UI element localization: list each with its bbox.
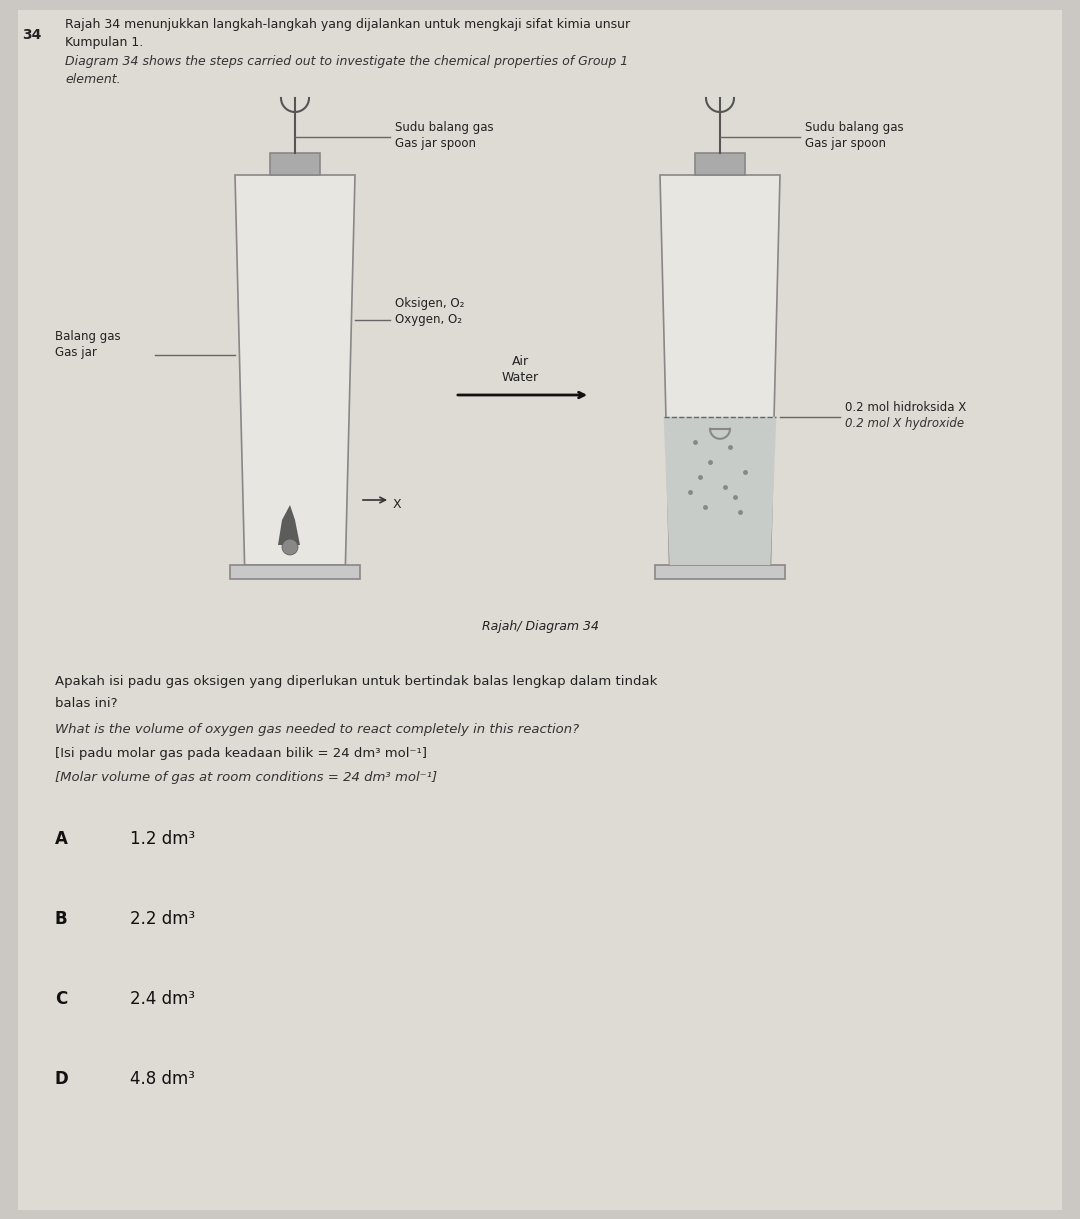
Text: Rajah/ Diagram 34: Rajah/ Diagram 34 [482, 620, 598, 633]
Bar [654, 564, 785, 579]
Text: 2.4 dm³: 2.4 dm³ [130, 990, 195, 1008]
Text: balas ini?: balas ini? [55, 697, 118, 709]
Text: Rajah 34 menunjukkan langkah-langkah yang dijalankan untuk mengkaji sifat kimia : Rajah 34 menunjukkan langkah-langkah yan… [65, 18, 630, 49]
Text: 0.2 mol X hydroxide: 0.2 mol X hydroxide [845, 417, 964, 430]
Polygon shape [660, 176, 780, 564]
Polygon shape [663, 417, 777, 564]
Text: A: A [55, 830, 68, 848]
Text: Gas jar spoon: Gas jar spoon [395, 137, 476, 150]
Text: What is the volume of oxygen gas needed to react completely in this reaction?: What is the volume of oxygen gas needed … [55, 723, 579, 736]
Text: Diagram 34 shows the steps carried out to investigate the chemical properties of: Diagram 34 shows the steps carried out t… [65, 55, 629, 87]
Circle shape [282, 539, 298, 555]
Text: Balang gas: Balang gas [55, 330, 121, 343]
Bar [694, 154, 745, 176]
Text: [Isi padu molar gas pada keadaan bilik = 24 dm³ mol⁻¹]: [Isi padu molar gas pada keadaan bilik =… [55, 747, 427, 759]
Bar [270, 154, 320, 176]
Text: 4.8 dm³: 4.8 dm³ [130, 1070, 194, 1089]
Text: Gas jar: Gas jar [55, 346, 97, 360]
Text: Apakah isi padu gas oksigen yang diperlukan untuk bertindak balas lengkap dalam : Apakah isi padu gas oksigen yang diperlu… [55, 675, 658, 688]
Bar [230, 564, 360, 579]
Text: 34: 34 [22, 28, 41, 41]
Text: X: X [393, 499, 402, 511]
Text: Sudu balang gas: Sudu balang gas [395, 121, 494, 134]
Polygon shape [235, 176, 355, 564]
Text: 0.2 mol hidroksida X: 0.2 mol hidroksida X [845, 401, 967, 413]
Text: Water: Water [501, 371, 539, 384]
Text: Sudu balang gas: Sudu balang gas [805, 121, 904, 134]
Text: Oksigen, O₂: Oksigen, O₂ [395, 297, 464, 310]
Text: 1.2 dm³: 1.2 dm³ [130, 830, 195, 848]
Text: 2.2 dm³: 2.2 dm³ [130, 911, 195, 928]
Text: Air: Air [512, 355, 528, 368]
Polygon shape [278, 505, 300, 545]
Text: D: D [55, 1070, 69, 1089]
Text: B: B [55, 911, 68, 928]
Text: Gas jar spoon: Gas jar spoon [805, 137, 886, 150]
Text: C: C [55, 990, 67, 1008]
Text: Oxygen, O₂: Oxygen, O₂ [395, 313, 462, 325]
Text: [Molar volume of gas at room conditions = 24 dm³ mol⁻¹]: [Molar volume of gas at room conditions … [55, 770, 437, 784]
